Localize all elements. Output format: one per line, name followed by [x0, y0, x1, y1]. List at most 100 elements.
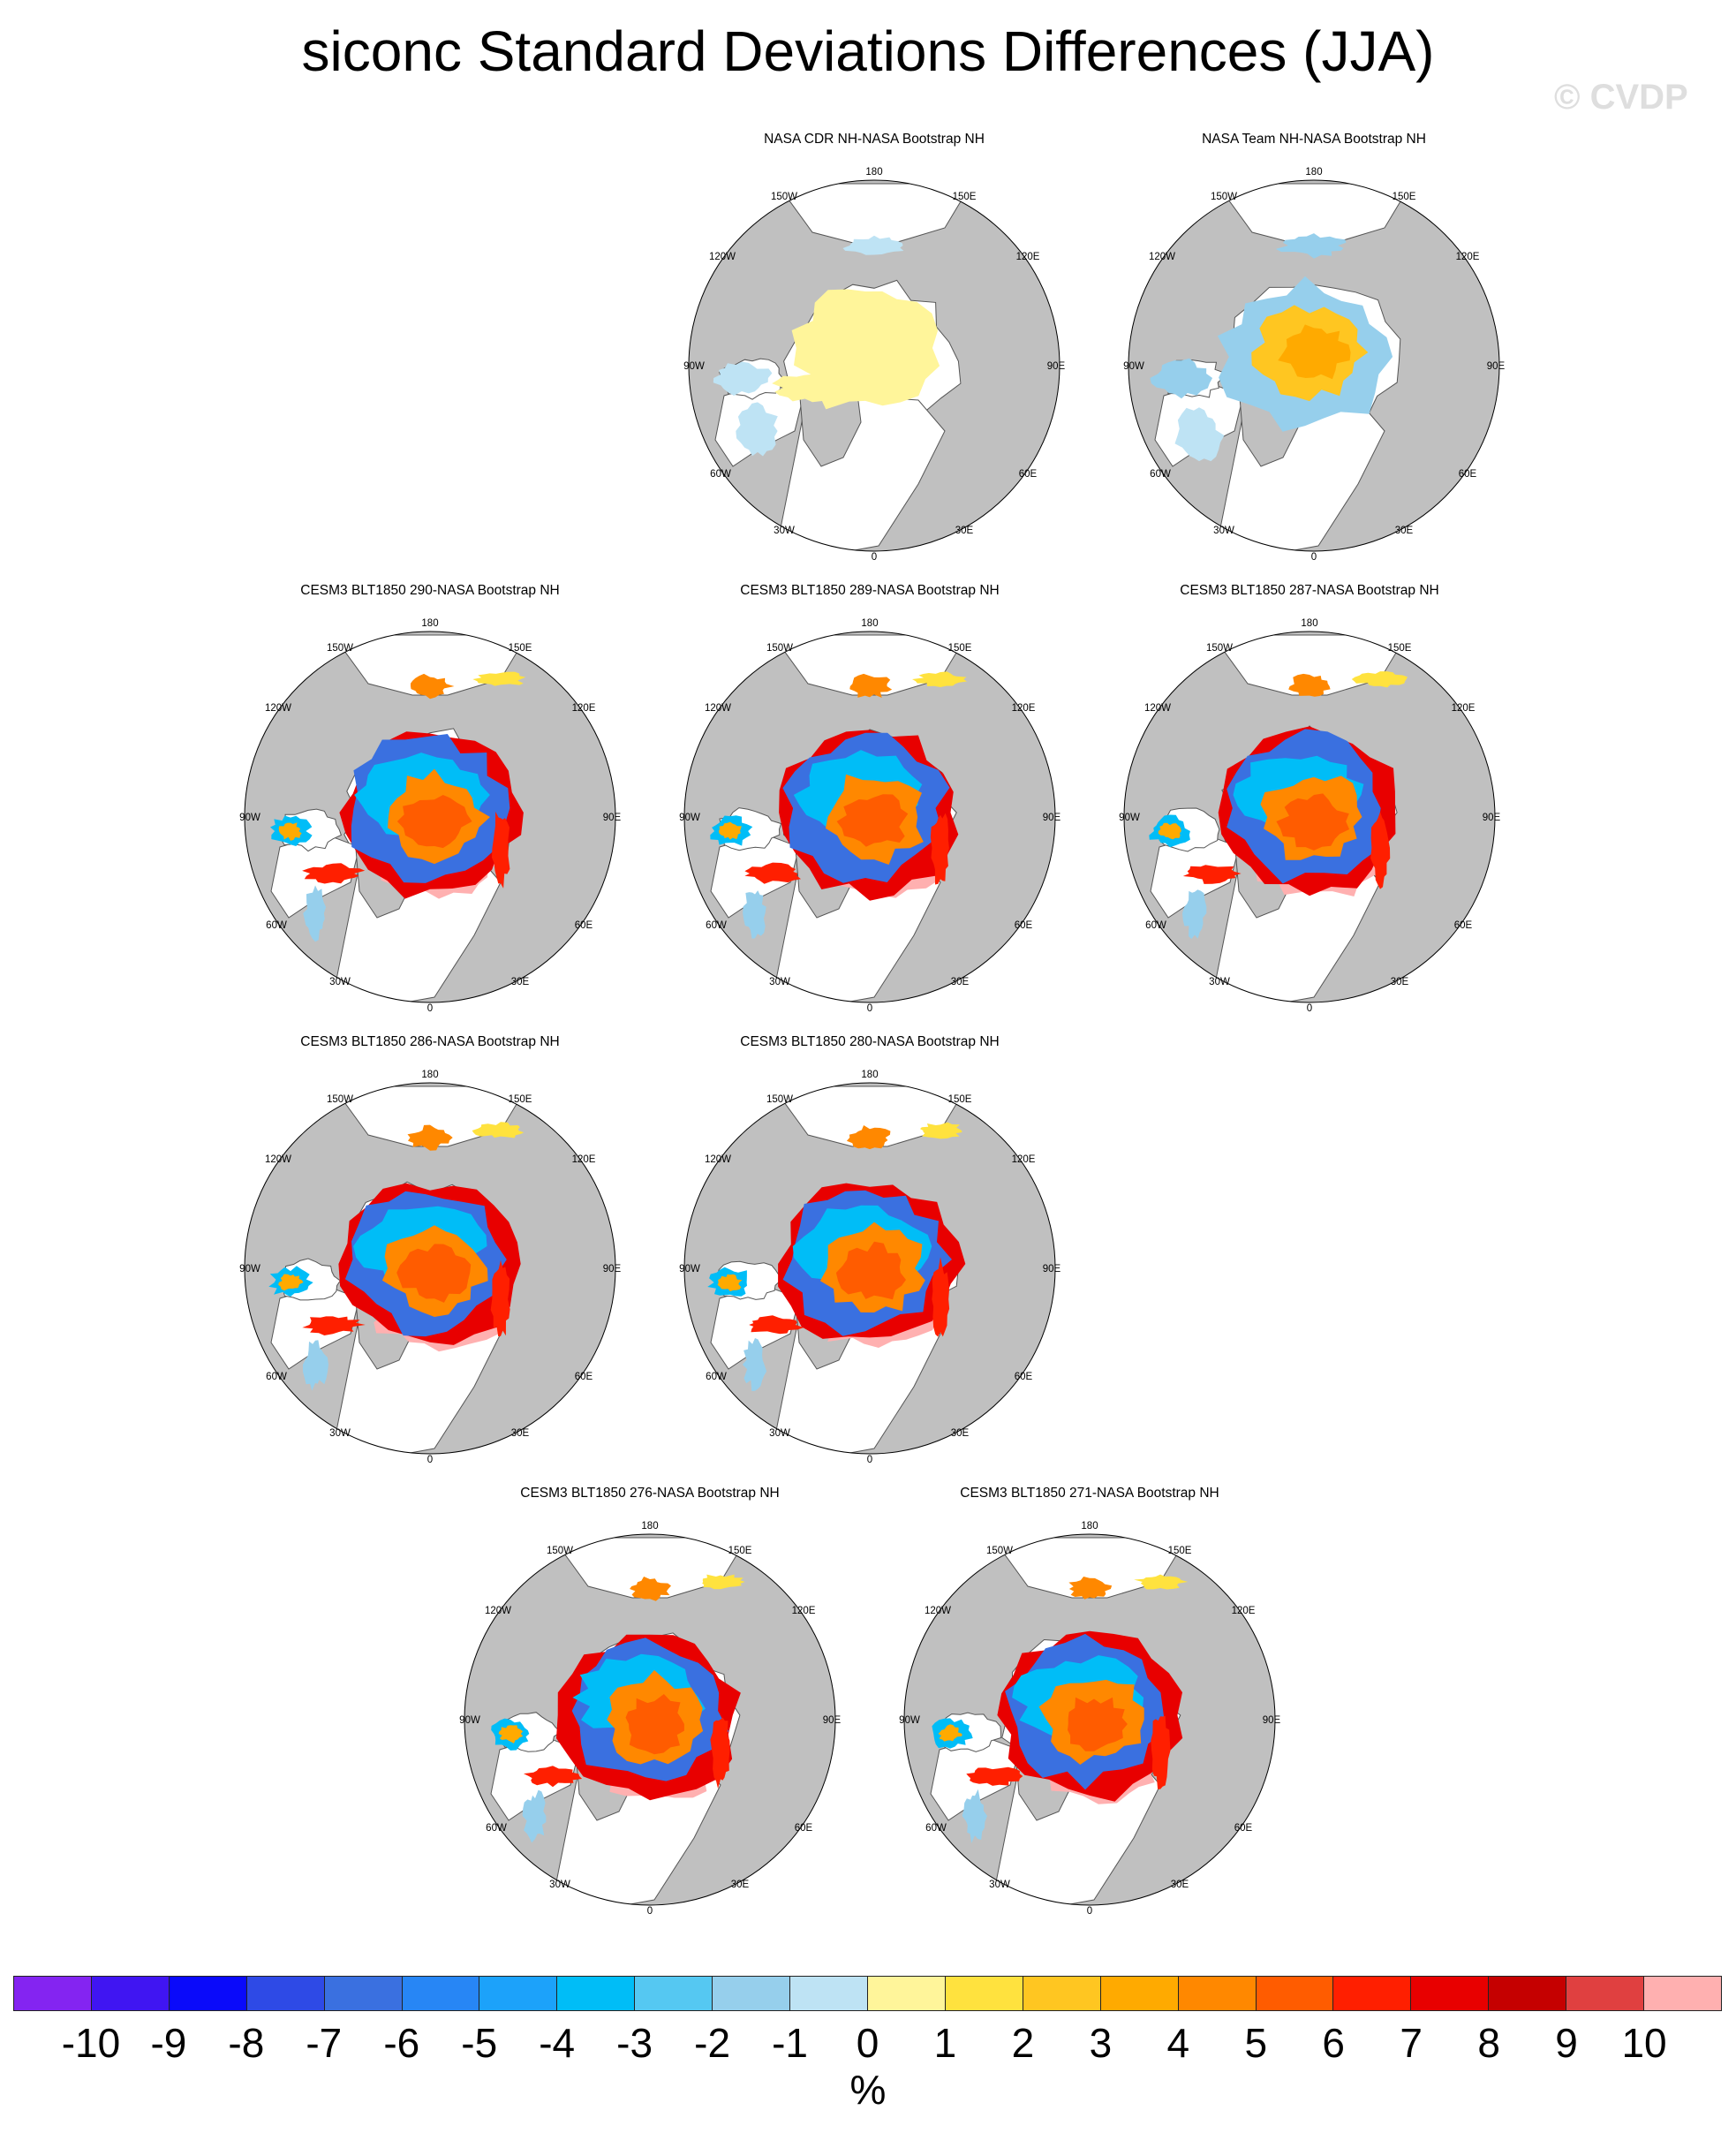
- colorbar-tick-label: -4: [539, 2020, 576, 2066]
- colorbar-tick-label: 5: [1244, 2020, 1268, 2066]
- longitude-label: 180: [421, 618, 438, 629]
- longitude-label: 30E: [731, 1880, 750, 1890]
- longitude-label: 90W: [239, 1264, 260, 1275]
- longitude-label: 60E: [795, 1823, 813, 1834]
- longitude-label: 30W: [329, 977, 351, 987]
- longitude-label: 30E: [511, 1428, 530, 1439]
- longitude-label: 90E: [1487, 361, 1506, 372]
- longitude-label: 150W: [986, 1546, 1013, 1556]
- longitude-label: 30W: [1213, 526, 1234, 536]
- longitude-label: 60E: [1454, 920, 1473, 931]
- longitude-label: 120W: [265, 1154, 291, 1165]
- colorbar-tick-label: -2: [694, 2020, 731, 2066]
- longitude-label: 90E: [603, 813, 622, 823]
- colorbar-tick-label: 7: [1400, 2020, 1423, 2066]
- polar-map: 180 150W 150E 120W 120E 90W 90E 60W 60E 30W 30E 0: [1119, 618, 1501, 1014]
- longitude-label: 150E: [509, 1094, 532, 1105]
- colorbar-box: [169, 1977, 247, 2010]
- map-panel-nasa-team: NASA Team NH-NASA Bootstrap NH 180 150W 15…: [1093, 131, 1535, 572]
- colorbar-unit: %: [849, 2067, 887, 2113]
- longitude-label: 120E: [572, 1154, 596, 1165]
- colorbar-box: [1023, 1977, 1101, 2010]
- longitude-label: 150W: [766, 643, 793, 654]
- longitude-label: 150W: [1206, 643, 1233, 654]
- longitude-label: 180: [1301, 618, 1317, 629]
- longitude-label: 180: [421, 1070, 438, 1080]
- longitude-label: 90E: [1483, 813, 1501, 823]
- polar-map: 180 150W 150E 120W 120E 90W 90E 60W 60E 30W 30E 0: [459, 1521, 841, 1917]
- longitude-label: 60E: [1234, 1823, 1253, 1834]
- colorbar-tick-label: 3: [1089, 2020, 1113, 2066]
- longitude-label: 30W: [329, 1428, 351, 1439]
- longitude-label: 120W: [925, 1606, 951, 1616]
- colorbar-box: [479, 1977, 558, 2010]
- map-panel-cesm3-280: CESM3 BLT1850 280-NASA Bootstrap NH 180 1…: [649, 1033, 1091, 1475]
- longitude-label: 150W: [327, 1094, 353, 1105]
- watermark: © CVDP: [1554, 78, 1688, 117]
- longitude-label: 0: [867, 1003, 872, 1014]
- longitude-label: 120W: [705, 1154, 731, 1165]
- panel-title: CESM3 BLT1850 287-NASA Bootstrap NH: [1180, 583, 1439, 598]
- colorbar-box: [1333, 1977, 1412, 2010]
- longitude-label: 150W: [766, 1094, 793, 1105]
- longitude-label: 180: [861, 1070, 878, 1080]
- map-panel-cesm3-290: CESM3 BLT1850 290-NASA Bootstrap NH 180 1…: [209, 582, 651, 1024]
- polar-map: 180 150W 150E 120W 120E 90W 90E 60W 60E 30W 30E 0: [899, 1521, 1280, 1917]
- polar-map: 180 150W 150E 120W 120E 90W 90E 60W 60E 30W 30E 0: [683, 167, 1066, 563]
- longitude-label: 60W: [706, 1372, 727, 1382]
- longitude-label: 0: [872, 552, 877, 563]
- longitude-label: 120E: [1232, 1606, 1256, 1616]
- colorbar-box: [1411, 1977, 1490, 2010]
- longitude-label: 60W: [1145, 920, 1166, 931]
- longitude-label: 60E: [575, 1372, 593, 1382]
- panel-title: NASA CDR NH-NASA Bootstrap NH: [764, 132, 985, 147]
- colorbar-tick-label: 1: [933, 2020, 957, 2066]
- longitude-label: 90W: [459, 1715, 480, 1726]
- colorbar-tick-label: -8: [228, 2020, 265, 2066]
- longitude-label: 0: [1307, 1003, 1312, 1014]
- page-title: siconc Standard Deviations Differences (…: [301, 19, 1435, 83]
- map-panel-cesm3-286: CESM3 BLT1850 286-NASA Bootstrap NH 180 1…: [209, 1033, 651, 1475]
- longitude-label: 120E: [572, 703, 596, 714]
- longitude-label: 150E: [509, 643, 532, 654]
- map-panel-cesm3-289: CESM3 BLT1850 289-NASA Bootstrap NH 180 1…: [649, 582, 1091, 1024]
- panel-title: CESM3 BLT1850 289-NASA Bootstrap NH: [740, 583, 1000, 598]
- longitude-label: 150E: [1168, 1546, 1192, 1556]
- longitude-label: 30E: [511, 977, 530, 987]
- longitude-label: 30E: [1171, 1880, 1189, 1890]
- longitude-label: 120W: [705, 703, 731, 714]
- panel-title: CESM3 BLT1850 271-NASA Bootstrap NH: [960, 1486, 1219, 1501]
- colorbar-box: [1100, 1977, 1179, 2010]
- panel-title: CESM3 BLT1850 290-NASA Bootstrap NH: [300, 583, 560, 598]
- colorbar-box: [1489, 1977, 1567, 2010]
- colorbar-tick-label: -5: [461, 2020, 498, 2066]
- longitude-label: 90W: [679, 813, 700, 823]
- polar-map: 180 150W 150E 120W 120E 90W 90E 60W 60E 30W 30E 0: [679, 618, 1060, 1014]
- colorbar-box: [713, 1977, 791, 2010]
- longitude-label: 60W: [266, 920, 287, 931]
- longitude-label: 90W: [1119, 813, 1140, 823]
- longitude-label: 90W: [679, 1264, 700, 1275]
- panel-title: CESM3 BLT1850 286-NASA Bootstrap NH: [300, 1034, 560, 1049]
- polar-map: 180 150W 150E 120W 120E 90W 90E 60W 60E 30W 30E 0: [1123, 167, 1506, 563]
- colorbar-tick-label: 8: [1477, 2020, 1500, 2066]
- map-panel-cesm3-271: CESM3 BLT1850 271-NASA Bootstrap NH 180 1…: [869, 1485, 1310, 1926]
- longitude-label: 30E: [951, 977, 970, 987]
- longitude-label: 30E: [1395, 526, 1414, 536]
- longitude-label: 90E: [603, 1264, 622, 1275]
- longitude-label: 30W: [769, 977, 790, 987]
- colorbar-box: [790, 1977, 868, 2010]
- colorbar-box: [402, 1977, 480, 2010]
- longitude-label: 60E: [575, 920, 593, 931]
- longitude-label: 90E: [1047, 361, 1066, 372]
- longitude-label: 180: [861, 618, 878, 629]
- panel-title: NASA Team NH-NASA Bootstrap NH: [1202, 132, 1426, 147]
- longitude-label: 90W: [899, 1715, 920, 1726]
- map-panel-nasa-cdr: NASA CDR NH-NASA Bootstrap NH 180 150W 150…: [653, 131, 1095, 572]
- colorbar-tick-label: -3: [616, 2020, 653, 2066]
- longitude-label: 30E: [951, 1428, 970, 1439]
- polar-map: 180 150W 150E 120W 120E 90W 90E 60W 60E 30W 30E 0: [679, 1070, 1061, 1465]
- longitude-label: 30W: [769, 1428, 790, 1439]
- longitude-label: 90E: [1043, 1264, 1061, 1275]
- longitude-label: 150E: [728, 1546, 752, 1556]
